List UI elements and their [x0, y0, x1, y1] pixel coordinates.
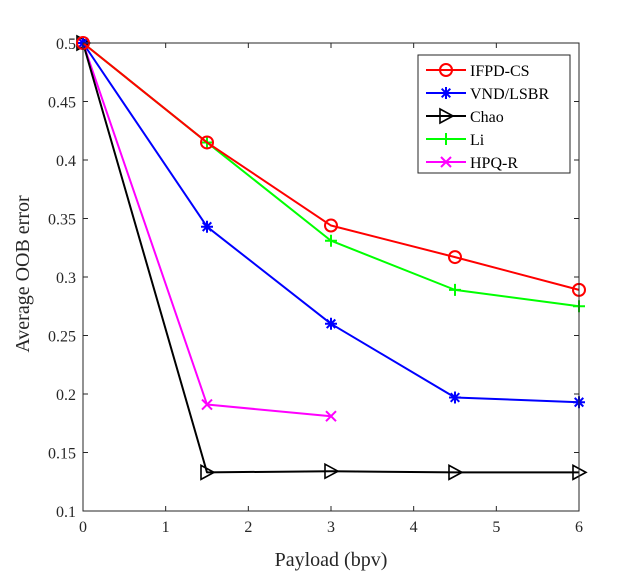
- y-axis-label: Average OOB error: [12, 195, 34, 353]
- x-tick-label: 4: [410, 519, 418, 536]
- legend-label-chao: Chao: [470, 109, 504, 126]
- data-point-chao: [200, 464, 216, 481]
- series-line-ifpd-cs: [82, 42, 580, 291]
- y-tick-label: 0.45: [48, 95, 76, 112]
- legend-label-li: Li: [470, 132, 485, 149]
- data-point-chao: [448, 464, 464, 481]
- data-point-li: [449, 283, 461, 296]
- legend-marker-hpq-r: [440, 156, 452, 168]
- y-tick-label: 0.1: [56, 504, 76, 521]
- y-tick-label: 0.2: [56, 387, 76, 404]
- axes: 0 1 2 3 4 5 6 0.1 0.15 0.2 0.25 0.3 0.35 0.4 0.45 0.5 Pa…: [12, 36, 583, 571]
- y-tick-label: 0.5: [56, 36, 76, 53]
- y-tick-label: 0.15: [48, 446, 76, 463]
- legend-marker-vnd-lsbr: [440, 87, 452, 99]
- data-point-vnd-lsbr: [449, 391, 461, 404]
- y-tick-label: 0.35: [48, 212, 76, 229]
- data-point-vnd-lsbr: [325, 317, 337, 330]
- legend-marker-chao: [439, 107, 455, 125]
- y-tick-label: 0.25: [48, 329, 76, 346]
- y-tick-label: 0.4: [56, 153, 76, 170]
- legend-marker-ifpd-cs: [439, 63, 453, 77]
- x-tick-label: 2: [244, 519, 252, 536]
- data-point-li: [325, 234, 337, 247]
- data-point-vnd-lsbr: [201, 220, 213, 233]
- data-point-ifpd-cs: [324, 218, 338, 233]
- x-axis-label: Payload (bpv): [275, 549, 388, 571]
- x-tick-label: 3: [327, 519, 335, 536]
- legend-label-hpq-r: HPQ-R: [470, 155, 518, 172]
- data-point-ifpd-cs: [448, 250, 462, 265]
- series-line-chao: [82, 42, 579, 474]
- data-point-chao: [324, 462, 340, 480]
- x-tick-label: 5: [492, 519, 500, 536]
- data-point-ifpd-cs: [200, 135, 214, 150]
- legend: IFPD-CS VND/LSBR Chao Li HPQ-R: [417, 54, 571, 174]
- y-tick-label: 0.3: [56, 270, 76, 287]
- legend-marker-li: [440, 133, 452, 145]
- x-tick-label: 0: [79, 519, 87, 536]
- legend-label-ifpd-cs: IFPD-CS: [470, 63, 530, 80]
- x-tick-label: 1: [162, 519, 170, 536]
- legend-label-vnd-lsbr: VND/LSBR: [470, 86, 549, 103]
- x-tick-label: 6: [575, 519, 583, 536]
- data-point-hpq-r: [325, 410, 337, 422]
- data-point-hpq-r: [201, 398, 213, 411]
